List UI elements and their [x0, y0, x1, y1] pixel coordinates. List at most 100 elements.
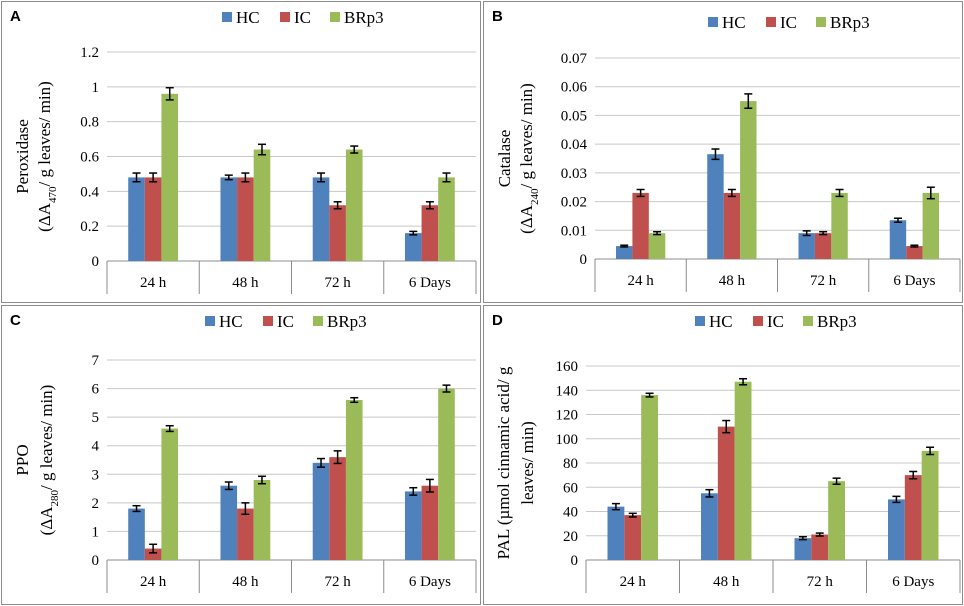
- bar-brp3: [161, 428, 179, 560]
- bar-brp3: [921, 450, 939, 560]
- bar-ic: [237, 177, 254, 261]
- bar-brp3: [161, 93, 179, 261]
- y-tick-label: 0.03: [561, 166, 587, 182]
- bar-ic: [624, 515, 642, 560]
- y-tick-label: 0.07: [561, 51, 588, 67]
- legend-swatch-hc: [205, 316, 215, 326]
- x-tick-label: 6 Days: [893, 273, 935, 289]
- bar-hc: [128, 177, 145, 261]
- y-tick-label: 4: [92, 439, 100, 455]
- y-axis-label-line1: Peroxidase: [13, 119, 32, 194]
- y-tick-label: 0.04: [561, 137, 588, 153]
- bar-ic: [717, 426, 735, 560]
- legend-swatch-brp3: [330, 12, 340, 22]
- x-tick-label: 48 h: [232, 275, 259, 291]
- panel-b: B 0 0.01 0.02 0.03 0.04 0.05 0.06 0.07 24 h 48 h 72…: [483, 1, 963, 303]
- y-tick-label: 0: [92, 254, 100, 270]
- bar-brp3: [253, 480, 271, 560]
- legend-swatch-brp3: [313, 316, 323, 326]
- legend-label-ic: IC: [780, 13, 797, 32]
- x-tick-label: 6 Days: [409, 574, 451, 590]
- y-tick-label: 7: [92, 353, 100, 369]
- bar-ic: [811, 534, 829, 560]
- y-tick-label: 20: [563, 529, 578, 545]
- y-tick-label: 0.8: [80, 115, 99, 131]
- panel-d: D 0 20 40 60 80 100 120 140 160 24 h 48 h 72 h 6 Days…: [483, 305, 963, 605]
- y-axis-label-line2: (ΔA240/ g leaves/ min): [517, 83, 541, 234]
- y-axis-label-line1: Catalase: [495, 130, 514, 188]
- legend: HC IC BRp3: [222, 8, 384, 27]
- bar-brp3: [828, 481, 845, 560]
- bar-hc: [701, 493, 718, 560]
- bar-brp3: [345, 149, 363, 261]
- y-tick-label: 40: [563, 505, 578, 521]
- legend-swatch-ic: [753, 316, 763, 326]
- x-tick-label: 48 h: [232, 574, 259, 590]
- legend: HC IC BRp3: [205, 312, 367, 331]
- panel-letter: B: [492, 8, 503, 25]
- y-axis-label-line1: PAL (µmol cinnamic acid/ g: [494, 366, 513, 559]
- bar-hc: [128, 508, 145, 560]
- bar-brp3: [648, 233, 666, 259]
- bar-hc: [607, 506, 625, 560]
- legend-label-hc: HC: [709, 312, 733, 331]
- y-axis-label-line2: (ΔA280/ g leaves/ min): [37, 385, 61, 536]
- bar-hc: [404, 491, 422, 560]
- y-tick-label: 1: [92, 80, 100, 96]
- bar-hc: [615, 246, 633, 259]
- legend-swatch-ic: [280, 12, 290, 22]
- legend-label-hc: HC: [219, 312, 243, 331]
- bar-hc: [888, 499, 905, 560]
- bar-ic: [144, 548, 162, 560]
- bar-brp3: [345, 400, 363, 560]
- y-axis-label-line2: (ΔA470/ g leaves/ min): [35, 81, 59, 232]
- legend-label-hc: HC: [236, 8, 260, 27]
- bar-hc: [220, 177, 238, 261]
- bar-brp3: [438, 177, 455, 261]
- y-label-suffix: / g leaves/ min): [37, 385, 56, 490]
- bar-brp3: [734, 381, 752, 560]
- bar-ic: [421, 205, 439, 261]
- y-tick-label: 5: [92, 410, 100, 426]
- bar-brp3: [253, 149, 271, 261]
- x-tick-label: 48 h: [719, 273, 746, 289]
- y-tick-label: 140: [556, 383, 579, 399]
- bar-brp3: [641, 395, 658, 560]
- y-tick-label: 1: [92, 524, 100, 540]
- y-tick-label: 0: [580, 252, 588, 268]
- y-tick-label: 0: [571, 553, 579, 569]
- y-label-prefix: (ΔA: [517, 204, 536, 234]
- y-tick-label: 0.2: [80, 219, 99, 235]
- legend-swatch-brp3: [816, 17, 826, 27]
- y-tick-label: 120: [556, 408, 579, 424]
- bar-ic: [237, 508, 254, 560]
- y-label-subscript: 240: [529, 188, 541, 205]
- y-tick-label: 0.4: [80, 184, 99, 200]
- legend-swatch-ic: [263, 316, 273, 326]
- panel-a: A 0 0.2 0.4 0.6 0.8 1 1.2 24 h 48 h 72 h 6 Days HC IC…: [1, 1, 481, 303]
- y-label-suffix: / g leaves/ min): [35, 81, 54, 186]
- legend-swatch-hc: [708, 17, 718, 27]
- x-tick-label: 72 h: [325, 574, 352, 590]
- y-axis-label-line1: PPO: [13, 444, 32, 475]
- x-tick-label: 72 h: [807, 574, 834, 590]
- legend-swatch-hc: [695, 316, 705, 326]
- y-tick-label: 0.01: [561, 223, 587, 239]
- legend-label-ic: IC: [767, 312, 784, 331]
- y-label-subscript: 280: [49, 489, 61, 506]
- legend-label-brp3: BRp3: [830, 13, 870, 32]
- y-tick-label: 1.2: [80, 45, 99, 61]
- legend-label-ic: IC: [277, 312, 294, 331]
- y-tick-label: 3: [92, 467, 100, 483]
- bar-hc: [798, 233, 815, 259]
- bar-ic: [329, 205, 346, 261]
- legend-swatch-brp3: [803, 316, 813, 326]
- x-tick-label: 72 h: [810, 273, 837, 289]
- y-tick-label: 60: [563, 480, 578, 496]
- y-tick-label: 0.06: [561, 80, 588, 96]
- bar-ic: [632, 192, 649, 259]
- x-tick-label: 24 h: [140, 275, 167, 291]
- legend-label-brp3: BRp3: [327, 312, 367, 331]
- y-label-prefix: leaves/ min): [518, 421, 537, 505]
